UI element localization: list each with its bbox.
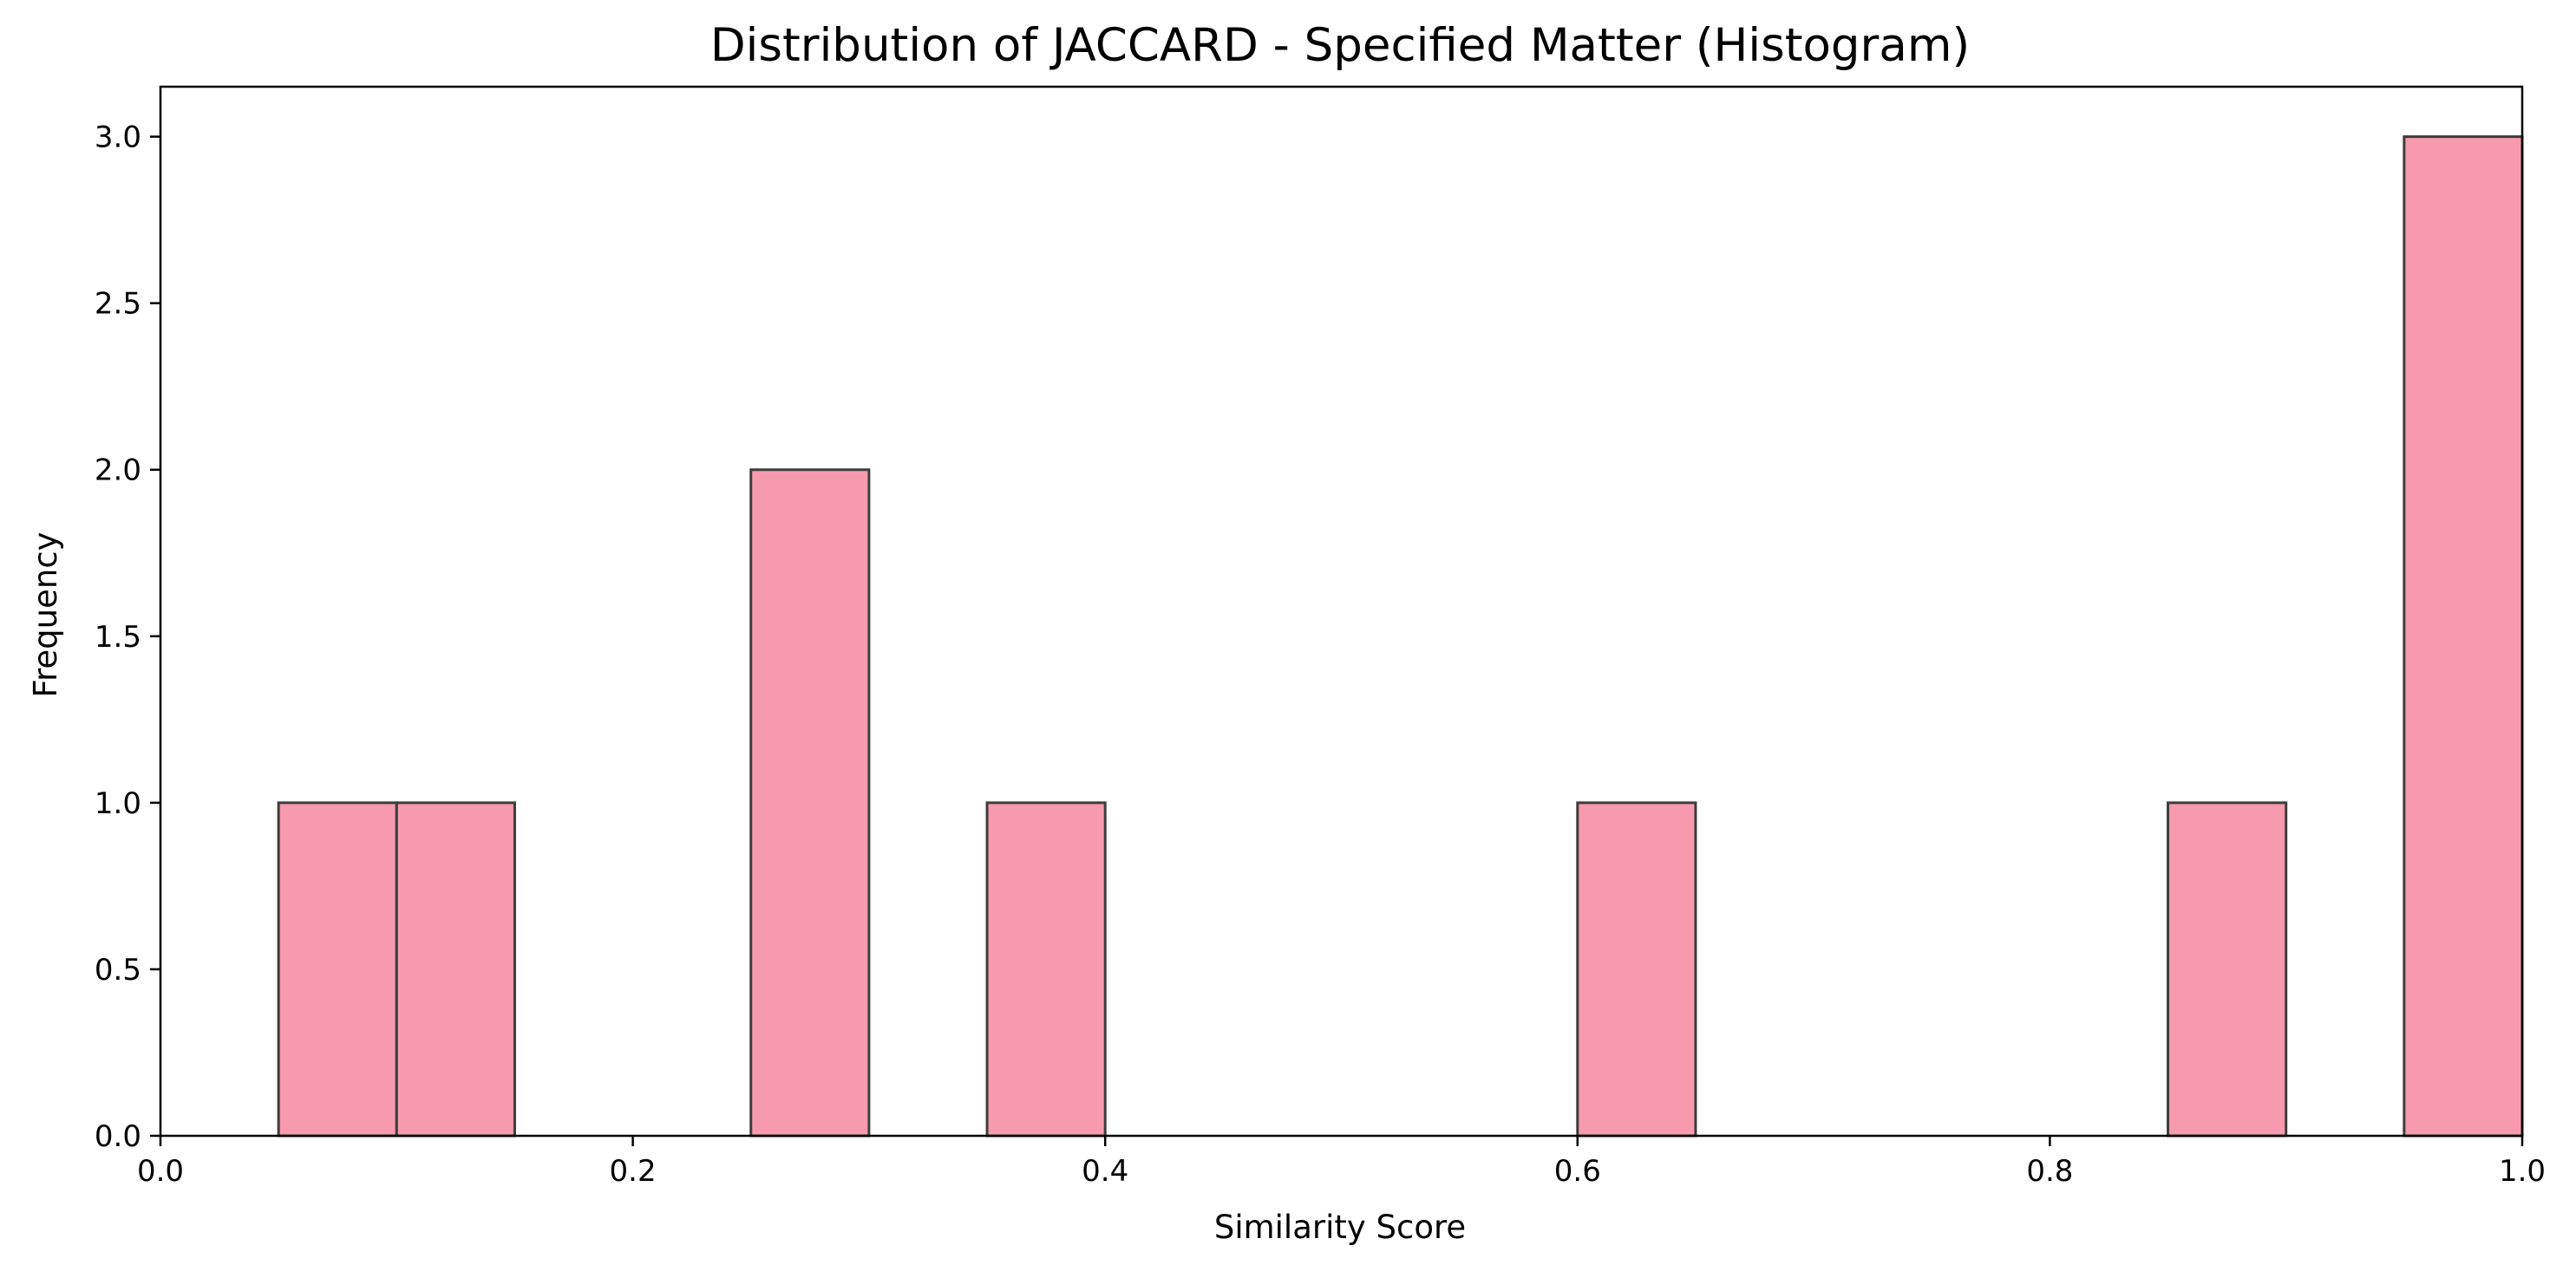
y-tick-label: 0.0 (95, 1119, 141, 1154)
histogram-bar-4 (985, 801, 1107, 1138)
x-tick-label: 0.4 (1082, 1154, 1128, 1189)
histogram-bar-2 (395, 801, 516, 1138)
y-tick-label: 0.5 (95, 953, 141, 988)
x-tick-label: 0.8 (2026, 1154, 2073, 1189)
histogram-bar-5 (1576, 801, 1697, 1138)
y-tick-label: 2.0 (95, 453, 141, 488)
bars-layer (277, 135, 2524, 1138)
y-axis-label: Frequency (27, 531, 64, 697)
axes-layer: 0.0 0.2 0.4 0.6 0.8 1.0 0.0 0.5 1.0 1.5 2.0 2.5 3.0 (95, 85, 2546, 1189)
histogram-bar-6 (2167, 801, 2288, 1138)
x-tick-label: 1.0 (2499, 1154, 2546, 1189)
histogram-bar-7 (2403, 135, 2524, 1138)
chart-title: Distribution of JACCARD - Specified Matt… (710, 19, 1970, 72)
y-tick-label: 1.0 (95, 786, 141, 821)
x-tick-label: 0.2 (610, 1154, 657, 1189)
x-axis-label: Similarity Score (1214, 1209, 1466, 1246)
histogram-bar-1 (277, 801, 398, 1138)
x-tick-label: 0.6 (1554, 1154, 1601, 1189)
plot-frame (159, 85, 2524, 1138)
y-tick-label: 3.0 (95, 121, 141, 155)
histogram-bar-3 (749, 468, 871, 1138)
y-tick-label: 1.5 (95, 620, 141, 655)
y-tick-label: 2.5 (95, 287, 141, 322)
x-tick-label: 0.0 (137, 1154, 184, 1189)
